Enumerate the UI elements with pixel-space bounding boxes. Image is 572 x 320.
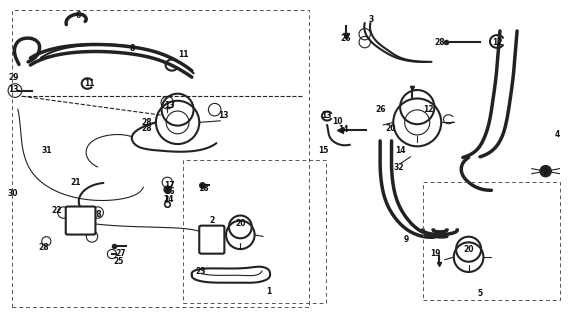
Text: 17: 17 xyxy=(164,181,174,190)
Text: 5: 5 xyxy=(478,289,483,298)
Text: 11: 11 xyxy=(178,50,189,59)
Text: 20: 20 xyxy=(235,219,245,228)
Text: 4: 4 xyxy=(554,130,559,139)
Text: 24: 24 xyxy=(164,195,174,204)
Text: 13: 13 xyxy=(164,101,174,110)
Bar xyxy=(12,10,309,307)
Text: 28: 28 xyxy=(141,118,152,127)
Text: 32: 32 xyxy=(394,164,404,172)
Text: 8: 8 xyxy=(129,44,134,53)
Text: 28: 28 xyxy=(92,210,102,219)
Text: 21: 21 xyxy=(71,178,81,187)
Text: 14: 14 xyxy=(338,125,348,134)
Text: 29: 29 xyxy=(8,73,18,82)
Text: 13: 13 xyxy=(8,85,18,94)
Text: 16: 16 xyxy=(164,188,174,196)
Text: 26: 26 xyxy=(375,105,386,114)
Text: 19: 19 xyxy=(430,250,441,259)
Text: 2: 2 xyxy=(209,216,214,225)
Text: 12: 12 xyxy=(492,38,502,47)
Text: 9: 9 xyxy=(403,235,408,244)
Text: 20: 20 xyxy=(463,245,474,254)
FancyBboxPatch shape xyxy=(66,206,96,235)
Text: 30: 30 xyxy=(8,189,18,198)
Text: 25: 25 xyxy=(114,258,124,267)
Text: 7: 7 xyxy=(543,168,549,177)
Text: 31: 31 xyxy=(41,146,51,155)
Text: 26: 26 xyxy=(341,35,351,44)
Text: 13: 13 xyxy=(218,111,228,120)
Text: 28: 28 xyxy=(141,124,152,133)
Text: 6: 6 xyxy=(75,11,80,20)
Ellipse shape xyxy=(540,165,551,177)
Text: 14: 14 xyxy=(395,146,406,155)
FancyBboxPatch shape xyxy=(199,226,224,254)
Text: 28: 28 xyxy=(435,38,446,47)
Text: 23: 23 xyxy=(195,267,206,276)
Text: 20: 20 xyxy=(385,124,396,132)
Text: 11: 11 xyxy=(84,79,94,88)
Text: 27: 27 xyxy=(115,250,126,259)
Text: 13: 13 xyxy=(321,111,331,120)
Text: 10: 10 xyxy=(332,117,343,126)
Bar xyxy=(183,160,326,303)
Text: 22: 22 xyxy=(51,206,62,215)
Text: 18: 18 xyxy=(198,184,209,193)
Text: 12: 12 xyxy=(423,105,434,114)
Text: 15: 15 xyxy=(318,146,328,155)
Text: 3: 3 xyxy=(369,15,374,24)
Text: 28: 28 xyxy=(38,243,49,252)
Bar xyxy=(423,182,560,300)
Text: 1: 1 xyxy=(266,287,272,296)
